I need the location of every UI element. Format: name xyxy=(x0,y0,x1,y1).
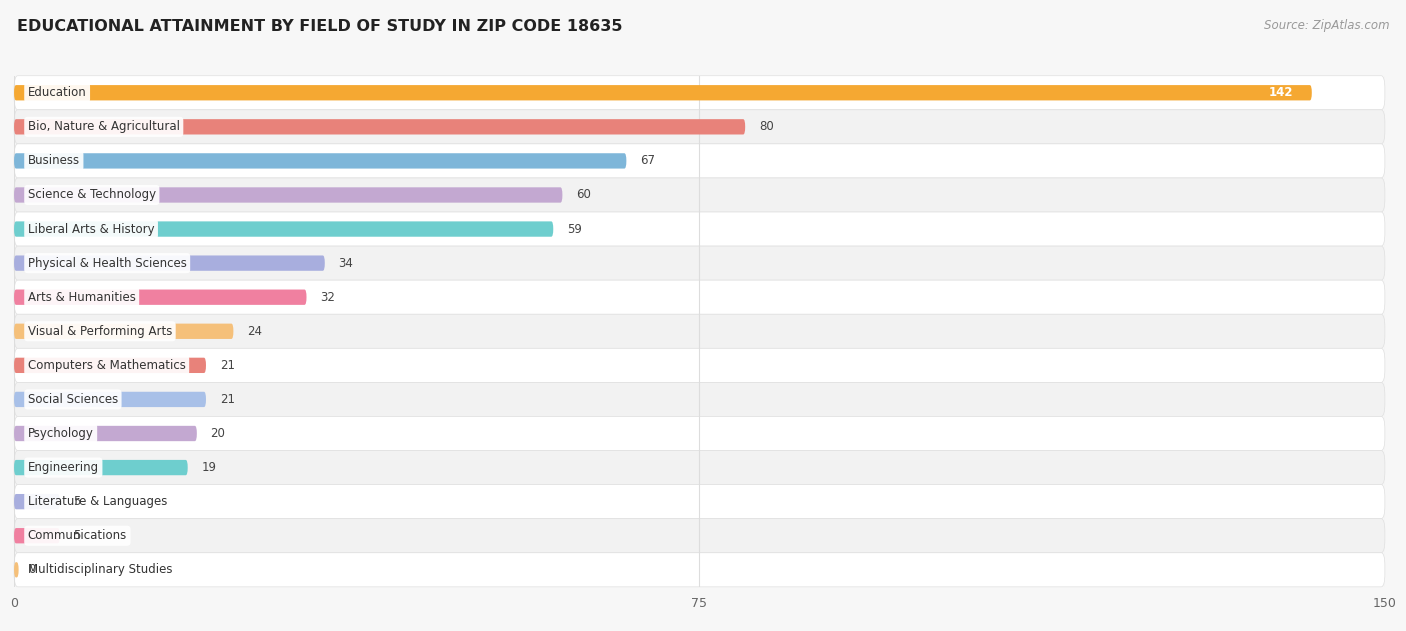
FancyBboxPatch shape xyxy=(14,485,1385,519)
Text: Computers & Mathematics: Computers & Mathematics xyxy=(28,359,186,372)
FancyBboxPatch shape xyxy=(14,562,18,577)
Text: 60: 60 xyxy=(576,189,591,201)
Text: 0: 0 xyxy=(28,563,35,576)
Text: Engineering: Engineering xyxy=(28,461,98,474)
Text: Arts & Humanities: Arts & Humanities xyxy=(28,291,135,304)
Text: Business: Business xyxy=(28,155,80,167)
Text: Physical & Health Sciences: Physical & Health Sciences xyxy=(28,257,187,269)
Text: EDUCATIONAL ATTAINMENT BY FIELD OF STUDY IN ZIP CODE 18635: EDUCATIONAL ATTAINMENT BY FIELD OF STUDY… xyxy=(17,19,623,34)
Text: Source: ZipAtlas.com: Source: ZipAtlas.com xyxy=(1264,19,1389,32)
Text: Communications: Communications xyxy=(28,529,127,542)
Text: Social Sciences: Social Sciences xyxy=(28,393,118,406)
FancyBboxPatch shape xyxy=(14,392,207,407)
FancyBboxPatch shape xyxy=(14,348,1385,382)
FancyBboxPatch shape xyxy=(14,324,233,339)
FancyBboxPatch shape xyxy=(14,290,307,305)
FancyBboxPatch shape xyxy=(14,212,1385,246)
Text: 24: 24 xyxy=(247,325,262,338)
Text: 142: 142 xyxy=(1270,86,1294,99)
Text: 20: 20 xyxy=(211,427,225,440)
Text: Literature & Languages: Literature & Languages xyxy=(28,495,167,508)
FancyBboxPatch shape xyxy=(14,553,1385,587)
Text: 5: 5 xyxy=(73,529,80,542)
Text: Liberal Arts & History: Liberal Arts & History xyxy=(28,223,155,235)
FancyBboxPatch shape xyxy=(14,153,627,168)
Text: 80: 80 xyxy=(759,121,773,133)
FancyBboxPatch shape xyxy=(14,76,1385,110)
FancyBboxPatch shape xyxy=(14,280,1385,314)
FancyBboxPatch shape xyxy=(14,119,745,134)
FancyBboxPatch shape xyxy=(14,519,1385,553)
FancyBboxPatch shape xyxy=(14,144,1385,178)
FancyBboxPatch shape xyxy=(14,358,207,373)
Text: 67: 67 xyxy=(640,155,655,167)
Text: Education: Education xyxy=(28,86,87,99)
FancyBboxPatch shape xyxy=(14,416,1385,451)
Text: Psychology: Psychology xyxy=(28,427,94,440)
FancyBboxPatch shape xyxy=(14,494,60,509)
FancyBboxPatch shape xyxy=(14,110,1385,144)
FancyBboxPatch shape xyxy=(14,314,1385,348)
Text: 21: 21 xyxy=(219,359,235,372)
FancyBboxPatch shape xyxy=(14,178,1385,212)
Text: Bio, Nature & Agricultural: Bio, Nature & Agricultural xyxy=(28,121,180,133)
FancyBboxPatch shape xyxy=(14,460,188,475)
FancyBboxPatch shape xyxy=(14,382,1385,416)
FancyBboxPatch shape xyxy=(14,256,325,271)
Text: 32: 32 xyxy=(321,291,335,304)
Text: 34: 34 xyxy=(339,257,353,269)
Text: 5: 5 xyxy=(73,495,80,508)
Text: 21: 21 xyxy=(219,393,235,406)
FancyBboxPatch shape xyxy=(14,451,1385,485)
Text: Visual & Performing Arts: Visual & Performing Arts xyxy=(28,325,172,338)
Text: Science & Technology: Science & Technology xyxy=(28,189,156,201)
Text: Multidisciplinary Studies: Multidisciplinary Studies xyxy=(28,563,173,576)
FancyBboxPatch shape xyxy=(14,246,1385,280)
FancyBboxPatch shape xyxy=(14,187,562,203)
FancyBboxPatch shape xyxy=(14,426,197,441)
FancyBboxPatch shape xyxy=(14,85,1312,100)
Text: 19: 19 xyxy=(201,461,217,474)
Text: 59: 59 xyxy=(567,223,582,235)
FancyBboxPatch shape xyxy=(14,528,60,543)
FancyBboxPatch shape xyxy=(14,221,554,237)
